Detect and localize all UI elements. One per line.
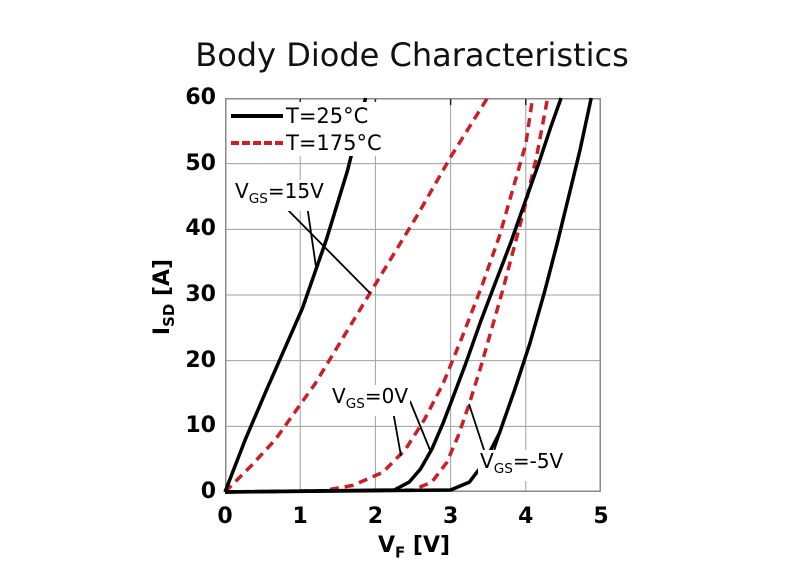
y-tick-label: 20 — [185, 347, 216, 373]
plot-region: T=25°C T=175°C VGS=15V VGS=0V VGS=-5V — [223, 97, 601, 494]
legend: T=25°C T=175°C — [227, 102, 383, 156]
curve-label-vgs-0v: VGS=0V — [330, 384, 411, 416]
y-tick-label: 0 — [200, 479, 216, 504]
legend-swatch-dashed-icon — [231, 140, 283, 145]
x-axis-subscript: F — [395, 543, 406, 562]
x-tick-label: 5 — [593, 504, 609, 529]
ann-pre: V — [235, 179, 249, 203]
x-axis-symbol: V — [377, 533, 396, 558]
curve--5V-t25 — [224, 97, 593, 494]
ann-sub: GS — [345, 396, 365, 412]
curve-0V-t25 — [224, 97, 563, 494]
y-tick-label: 60 — [185, 85, 216, 110]
y-tick-label: 50 — [185, 150, 216, 176]
ann-post: =-5V — [512, 449, 564, 473]
ann-post: =15V — [267, 179, 324, 203]
ann-post: =0V — [364, 384, 409, 408]
legend-swatch-solid-icon — [231, 113, 283, 118]
x-axis-title: VF [V] — [378, 533, 450, 561]
legend-entry-t175: T=175°C — [231, 129, 383, 156]
ann-pre: V — [332, 384, 346, 408]
legend-label-t25: T=25°C — [286, 103, 369, 128]
leader-line — [392, 410, 402, 457]
leader-line — [409, 400, 431, 451]
y-tick-label: 10 — [185, 413, 216, 439]
x-axis-unit: [V] — [405, 533, 451, 558]
chart-title: Body Diode Characteristics — [195, 36, 629, 74]
curve-0V-t175 — [224, 97, 535, 494]
ann-sub: GS — [493, 461, 513, 477]
x-tick-label: 0 — [217, 504, 233, 529]
curve-15V-t175 — [223, 97, 489, 494]
x-tick-label: 4 — [518, 504, 534, 529]
y-tick-label: 30 — [185, 282, 216, 307]
curve--5V-t175 — [224, 97, 550, 494]
curve-label-vgs-minus5v: VGS=-5V — [478, 449, 566, 481]
x-tick-label: 2 — [367, 504, 384, 529]
curve-15V-t25 — [223, 97, 368, 493]
x-tick-label: 3 — [442, 504, 459, 529]
legend-entry-t25: T=25°C — [231, 102, 383, 129]
ann-pre: V — [480, 449, 494, 473]
leader-line — [282, 204, 371, 294]
leader-line — [468, 403, 488, 460]
y-axis-symbol: I — [149, 326, 175, 336]
plot-area — [223, 97, 601, 494]
legend-label-t175: T=175°C — [286, 130, 382, 155]
curve-label-vgs-15v: VGS=15V — [233, 180, 326, 211]
leader-line — [306, 204, 317, 268]
x-tick-label: 1 — [292, 504, 308, 529]
y-tick-label: 40 — [185, 216, 216, 242]
ann-sub: GS — [248, 191, 268, 207]
